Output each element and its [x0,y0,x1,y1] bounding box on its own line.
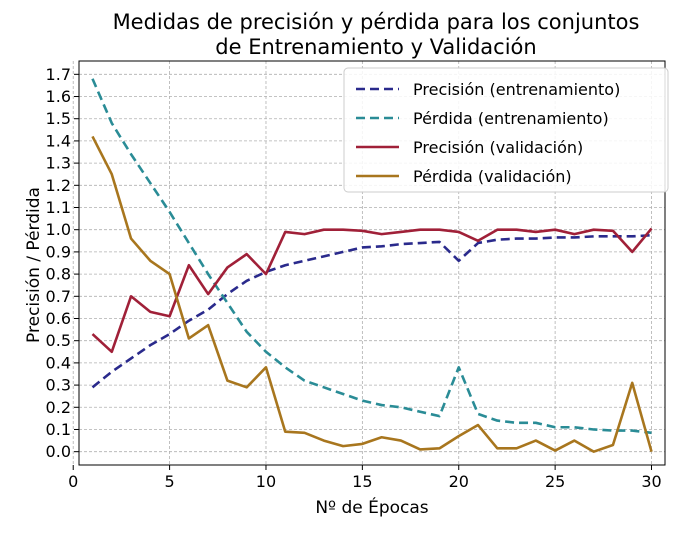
y-tick-label: 0.7 [46,287,71,306]
legend-entry-2: Pérdida (entrenamiento) [413,109,609,128]
x-tick-label: 15 [352,472,372,491]
series-line-4 [91,135,653,453]
y-tick-label: 0.8 [46,265,71,284]
y-tick-label: 0.1 [46,420,71,439]
y-tick-label: 0.9 [46,242,71,261]
y-tick-label: 0.2 [46,398,71,417]
axis-ticks: 0 5 10 15 20 25 30 0.0 0.1 0.2 0.3 0.4 0.5 0.6 0.7 0.8 0… [46,65,662,491]
y-tick-label: 1.4 [46,131,71,150]
y-tick-label: 1.2 [46,176,71,195]
x-tick-label: 5 [165,472,175,491]
y-tick-label: 0.5 [46,331,71,350]
x-tick-label: 20 [449,472,469,491]
chart-title-line-2: de Entrenamiento y Validación [215,35,536,59]
x-tick-label: 25 [545,472,565,491]
series-line-3 [91,227,653,354]
series-line-1 [91,233,652,389]
legend: Precisión (entrenamiento) Pérdida (entren… [343,67,669,193]
x-tick-label: 10 [256,472,276,491]
y-tick-label: 0.0 [46,442,71,461]
chart-title-line-1: Medidas de precisión y pérdida para los … [113,10,640,34]
y-tick-label: 0.3 [46,376,71,395]
x-axis-label: Nº de Épocas [315,496,428,518]
y-tick-label: 1.1 [46,198,71,217]
legend-entry-4: Pérdida (validación) [413,167,572,186]
y-tick-label: 1.7 [46,65,71,84]
y-tick-label: 0.4 [46,353,71,372]
series-line-2 [91,78,652,435]
legend-box [343,67,669,193]
y-tick-label: 1.6 [46,87,71,106]
y-tick-label: 1.5 [46,109,71,128]
y-axis-label: Precisión / Pérdida [24,187,44,343]
y-tick-label: 1.0 [46,220,71,239]
legend-entry-3: Precisión (validación) [413,138,583,157]
x-tick-label: 30 [641,472,661,491]
x-tick-label: 0 [68,472,78,491]
y-tick-label: 0.6 [46,309,71,328]
legend-entry-1: Precisión (entrenamiento) [413,80,620,99]
plot-frame [78,60,666,466]
y-tick-label: 1.3 [46,154,71,173]
data-series [91,78,653,453]
